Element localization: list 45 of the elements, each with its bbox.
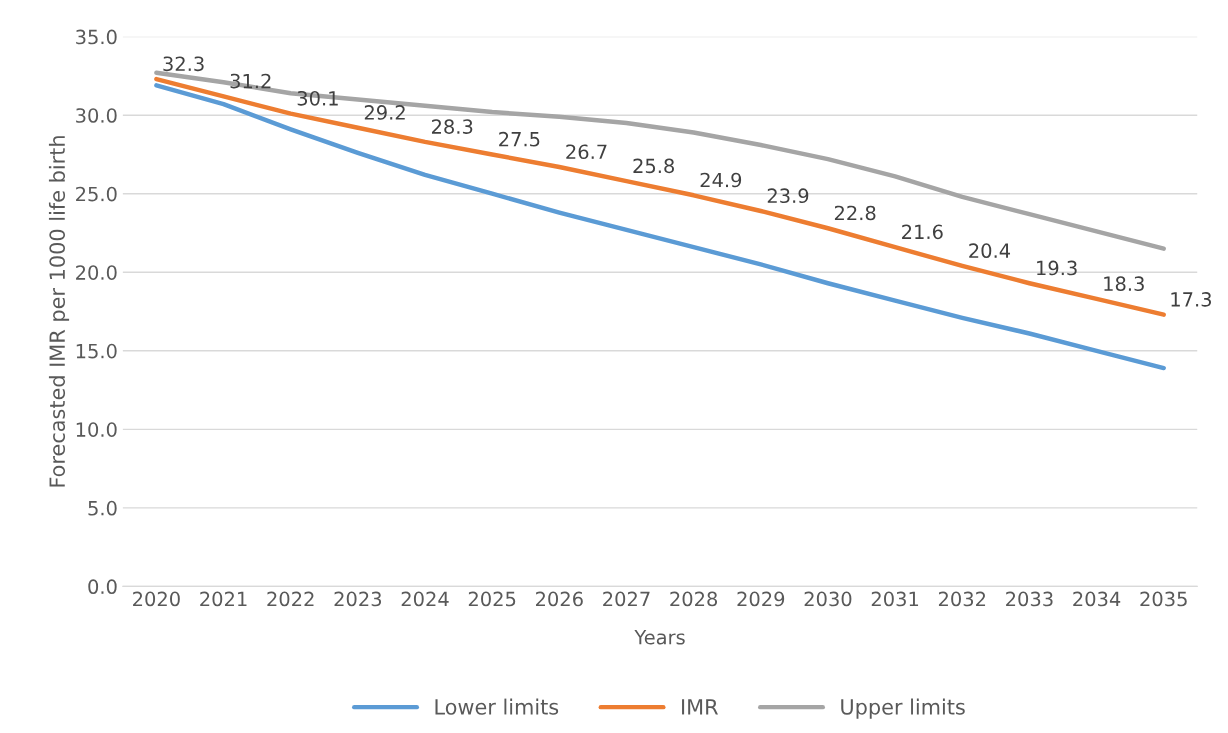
x-tick-label: 2031: [871, 591, 919, 607]
x-tick-label: 2035: [1140, 591, 1187, 607]
x-tick-label: 2034: [1073, 591, 1121, 607]
data-label: 27.5: [499, 131, 540, 147]
y-tick-label: 25.0: [76, 186, 117, 202]
y-tick-label: 20.0: [76, 265, 117, 280]
x-tick-label: 2021: [200, 591, 247, 607]
data-label: 32.3: [163, 56, 204, 72]
x-tick-label: 2029: [737, 591, 785, 607]
data-label: 22.8: [834, 205, 876, 221]
data-label: 18.3: [1104, 276, 1144, 292]
y-axis-title: Forecasted IMR per 1000 life birth: [48, 136, 70, 487]
x-axis-title: Years: [634, 630, 685, 645]
y-tick-label: 35.0: [76, 29, 117, 45]
y-tick-label: 0.0: [88, 579, 117, 595]
x-tick-label: 2025: [468, 591, 516, 607]
legend-label: IMR: [682, 699, 718, 715]
data-label: 30.1: [297, 90, 338, 106]
data-label: 19.3: [1037, 260, 1077, 276]
y-tick-label: 5.0: [88, 500, 117, 516]
data-label: 26.7: [566, 144, 607, 160]
y-tick-label: 30.0: [76, 108, 117, 123]
data-label: 17.3: [1171, 292, 1212, 307]
data-label: 31.2: [230, 73, 271, 89]
x-tick-label: 2032: [938, 591, 986, 607]
data-label: 25.8: [633, 158, 674, 174]
legend-label: Lower limits: [435, 698, 559, 715]
x-tick-label: 2026: [536, 591, 583, 607]
legend-label: Upper limits: [841, 698, 965, 719]
x-tick-label: 2033: [1006, 591, 1053, 607]
y-tick-label: 10.0: [76, 422, 117, 437]
data-label: 24.9: [700, 172, 742, 188]
data-label: 29.2: [364, 105, 405, 120]
data-label: 23.9: [767, 188, 809, 204]
x-tick-label: 2022: [267, 591, 314, 607]
x-tick-label: 2023: [334, 591, 382, 607]
x-tick-label: 2028: [670, 591, 718, 607]
y-tick-label: 15.0: [76, 343, 117, 359]
x-tick-label: 2020: [133, 591, 180, 607]
x-tick-label: 2030: [804, 591, 852, 607]
x-tick-label: 2024: [401, 591, 449, 607]
data-label: 20.4: [969, 243, 1011, 259]
x-tick-label: 2027: [603, 591, 650, 607]
data-label: 21.6: [902, 224, 943, 240]
data-label: 28.3: [431, 119, 473, 134]
